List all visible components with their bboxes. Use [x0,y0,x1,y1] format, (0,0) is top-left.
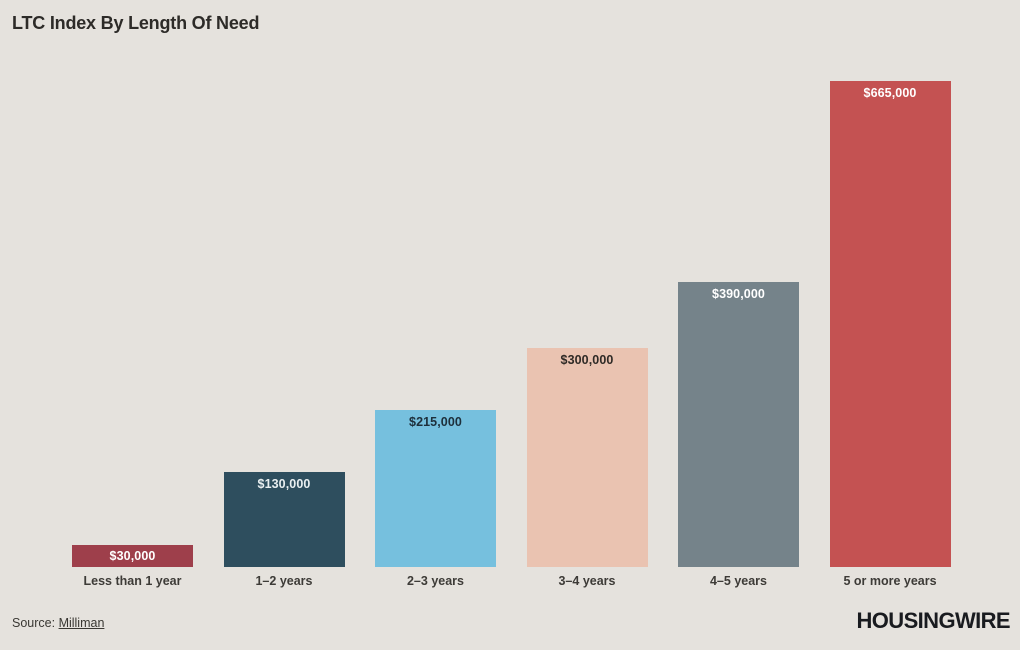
bar-value-label-2: $215,000 [409,415,462,429]
chart-title: LTC Index By Length Of Need [12,13,260,33]
bar-0: $30,000 [72,545,193,567]
category-label-1: 1–2 years [255,574,313,588]
bar-value-label-3: $300,000 [560,353,614,367]
bar-3: $300,000 [526,348,648,567]
source-link[interactable]: Milliman [58,616,105,630]
category-label-4: 4–5 years [709,574,767,588]
bar-value-label-5: $665,000 [863,86,917,100]
bar-value-label-1: $130,000 [257,477,311,491]
source-prefix: Source: [12,616,59,630]
bar-value-label-0: $30,000 [109,549,156,563]
bar-2: $215,000 [375,410,496,567]
category-label-5: 5 or more years [843,574,937,588]
bar-1: $130,000 [223,472,345,567]
category-label-3: 3–4 years [558,574,616,588]
bar-5: $665,000 [829,81,951,567]
bar-value-label-4: $390,000 [712,287,765,301]
housingwire-logo: HOUSINGWIRE [856,608,1010,633]
category-label-0: Less than 1 year [83,574,182,588]
category-label-2: 2–3 years [406,574,464,588]
source-attribution: Source: Milliman [12,616,104,630]
bar-4: $390,000 [678,282,799,567]
